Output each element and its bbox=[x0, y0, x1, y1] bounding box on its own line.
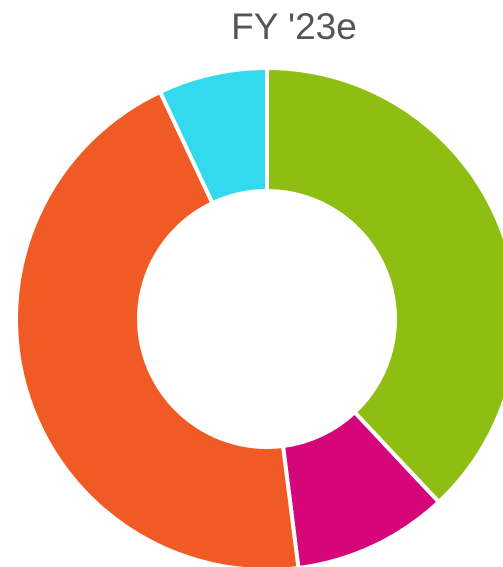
donut-segment bbox=[14, 89, 301, 567]
donut-segment bbox=[157, 65, 269, 206]
chart-title: FY '23e bbox=[231, 6, 357, 47]
donut-segment bbox=[280, 409, 442, 567]
donut-segment bbox=[265, 65, 503, 505]
